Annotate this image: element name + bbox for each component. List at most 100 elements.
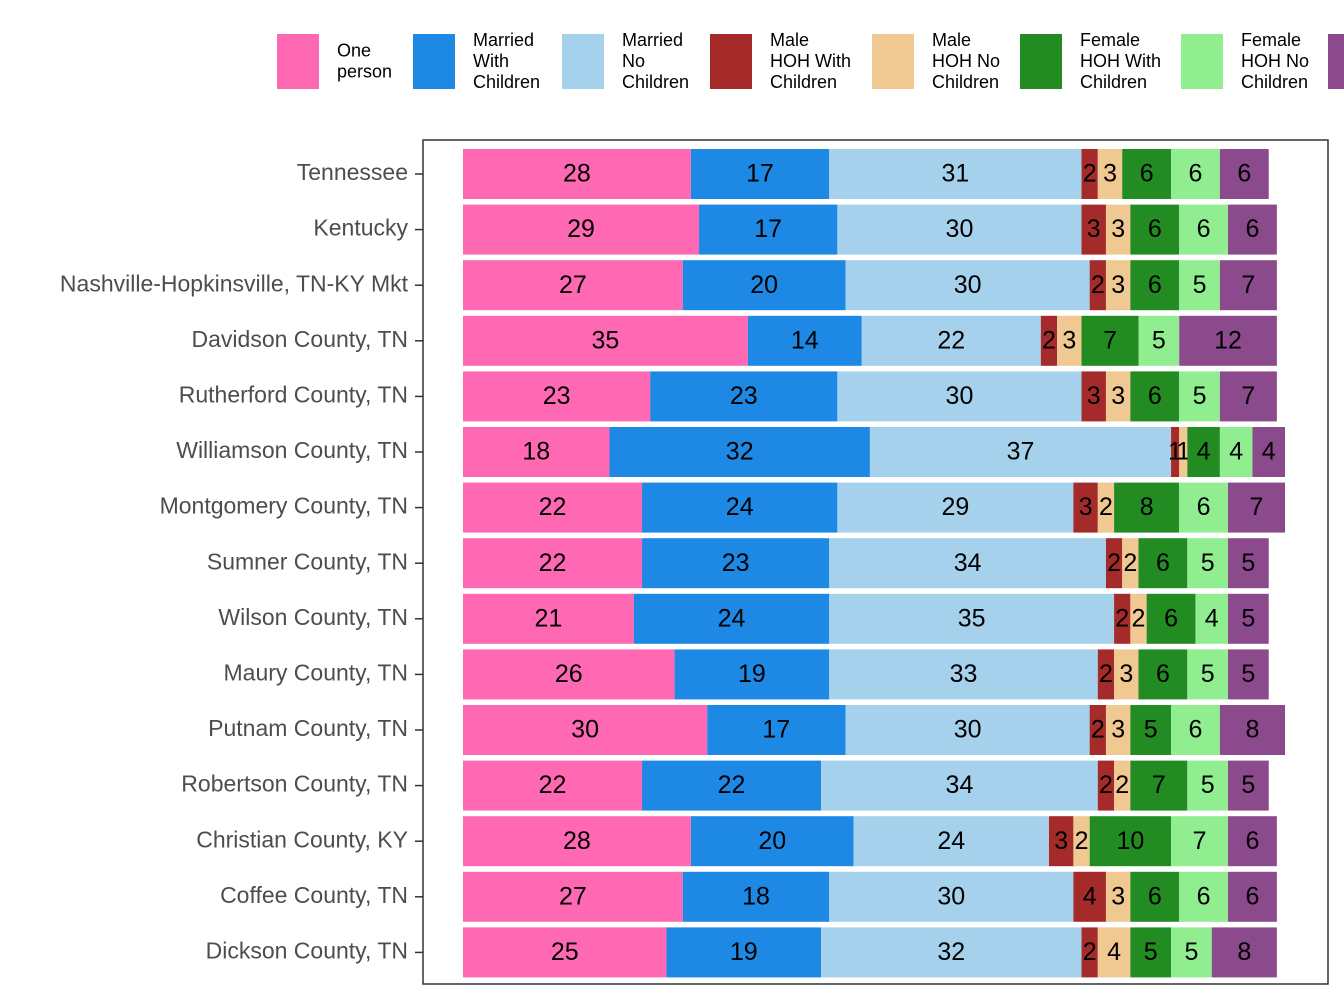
- legend-label: One person: [337, 40, 392, 81]
- y-tick-label: Rutherford County, TN: [179, 381, 408, 407]
- data-label: 28: [563, 827, 591, 855]
- data-label: 20: [750, 271, 778, 299]
- bar-segment: [845, 705, 1090, 755]
- bar-segment: [650, 371, 838, 422]
- bar-segment: [829, 538, 1106, 589]
- bar-segment: [1228, 204, 1277, 255]
- bar-segment: [1089, 816, 1172, 867]
- data-label: 6: [1237, 160, 1251, 188]
- data-label: 22: [539, 771, 567, 799]
- data-label: 6: [1245, 882, 1259, 910]
- data-label: 6: [1197, 493, 1211, 521]
- legend-label: Male HOH No Children: [932, 30, 1000, 92]
- y-tick-label: Robertson County, TN: [181, 771, 408, 797]
- bar-segment: [1130, 204, 1180, 255]
- data-label: 3: [1111, 716, 1125, 744]
- data-label: 3: [1111, 882, 1125, 910]
- bar-segment: [1130, 760, 1188, 811]
- bar-segment: [869, 427, 1172, 477]
- data-label: 28: [563, 160, 591, 188]
- legend-swatch: [710, 34, 752, 89]
- bar-segment: [609, 427, 870, 477]
- data-label: 18: [522, 438, 550, 466]
- data-label: 6: [1156, 660, 1170, 688]
- bar-segment: [837, 371, 1082, 422]
- data-label: 5: [1201, 771, 1215, 799]
- data-label: 5: [1184, 938, 1198, 966]
- legend-swatch: [562, 34, 604, 89]
- data-label: 17: [754, 215, 782, 243]
- legend-swatch: [413, 34, 455, 89]
- bar-segment: [1114, 760, 1131, 811]
- data-label: 27: [559, 882, 587, 910]
- bar-segment: [1187, 760, 1229, 811]
- data-label: 5: [1144, 716, 1158, 744]
- bar-segment: [821, 927, 1082, 978]
- data-label: 7: [1103, 326, 1117, 354]
- bar-segment: [1057, 315, 1082, 366]
- bar-segment: [1187, 649, 1229, 700]
- data-label: 23: [543, 382, 571, 410]
- bar-segment: [1130, 871, 1180, 922]
- bar-segment: [690, 816, 854, 867]
- data-label: 34: [946, 771, 974, 799]
- bar-segment: [1211, 927, 1277, 978]
- data-label: 30: [571, 716, 599, 744]
- y-tick-label: Nashville-Hopkinsville, TN-KY Mkt: [60, 270, 409, 296]
- bar-segment: [1130, 593, 1147, 644]
- data-label: 5: [1241, 771, 1255, 799]
- data-label: 22: [937, 326, 965, 354]
- bar-segment: [1138, 315, 1180, 366]
- data-label: 22: [718, 771, 746, 799]
- bar-segment: [463, 927, 667, 978]
- legend-label: Female HOH No Children: [1241, 30, 1309, 92]
- bar-segment: [1171, 705, 1220, 755]
- bar-segment: [829, 149, 1082, 199]
- bar-segment: [463, 871, 683, 922]
- bar-segment: [829, 871, 1074, 922]
- data-label: 30: [954, 271, 982, 299]
- bar-segment: [1171, 927, 1212, 978]
- data-label: 6: [1197, 882, 1211, 910]
- bar-segment: [633, 593, 830, 644]
- data-label: 2: [1091, 716, 1105, 744]
- data-label: 5: [1241, 549, 1255, 577]
- bar-segment: [1146, 593, 1196, 644]
- bar-segment: [690, 149, 830, 199]
- bar-segment: [1097, 649, 1115, 700]
- bar-segment: [666, 927, 822, 978]
- data-label: 4: [1205, 604, 1219, 632]
- legend-label: Male HOH With Children: [770, 30, 851, 92]
- data-label: 6: [1156, 549, 1170, 577]
- data-label: 2: [1083, 938, 1097, 966]
- data-label: 5: [1193, 382, 1207, 410]
- data-label: 22: [539, 549, 567, 577]
- bar-segment: [1081, 149, 1098, 199]
- bar-segment: [1114, 649, 1139, 700]
- bar-segment: [463, 482, 643, 533]
- bar-segment: [1219, 427, 1253, 477]
- data-label: 2: [1115, 771, 1129, 799]
- data-label: 25: [551, 938, 579, 966]
- data-label: 30: [954, 716, 982, 744]
- data-label: 7: [1152, 771, 1166, 799]
- y-tick-label: Coffee County, TN: [220, 882, 408, 908]
- data-label: 6: [1148, 271, 1162, 299]
- data-label: 2: [1107, 549, 1121, 577]
- data-label: 30: [937, 882, 965, 910]
- bar-segment: [1179, 204, 1229, 255]
- bar-segment: [1228, 482, 1285, 533]
- bar-segment: [463, 427, 610, 477]
- data-label: 2: [1099, 493, 1113, 521]
- data-label: 6: [1148, 215, 1162, 243]
- bar-segment: [1040, 315, 1058, 366]
- bar-segment: [1130, 705, 1172, 755]
- data-label: 35: [958, 604, 986, 632]
- data-label: 34: [954, 549, 982, 577]
- bar-segment: [1122, 538, 1139, 589]
- legend-label: Married No Children: [622, 30, 689, 92]
- data-label: 2: [1091, 271, 1105, 299]
- data-label: 29: [567, 215, 595, 243]
- data-label: 19: [730, 938, 758, 966]
- bar-segment: [1081, 315, 1139, 366]
